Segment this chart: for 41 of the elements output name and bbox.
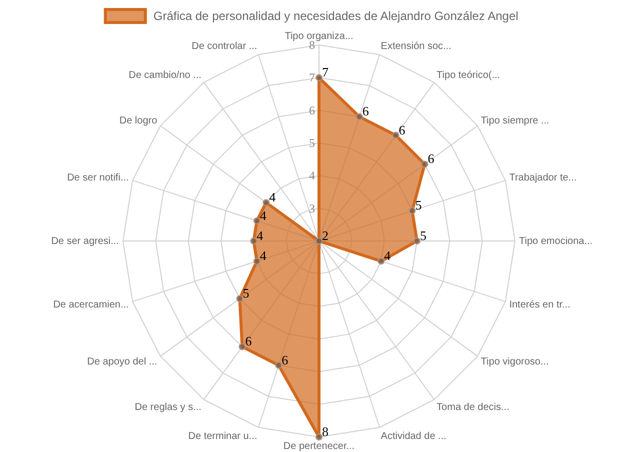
data-label: 8 bbox=[322, 424, 328, 439]
spoke-label: De acercamien... bbox=[53, 298, 129, 310]
spoke-label: Tipo emociona... bbox=[519, 236, 593, 246]
data-label: 5 bbox=[420, 228, 426, 243]
spoke-label: De reglas y s... bbox=[134, 401, 202, 412]
spoke-label: De logro bbox=[119, 115, 158, 126]
spoke-label: De cambio/no ... bbox=[128, 70, 202, 81]
legend-label: Gráfica de personalidad y necesidades de Alejandro González Angel bbox=[153, 9, 518, 23]
data-label: 6 bbox=[362, 104, 370, 119]
y-tick-label: 4 bbox=[309, 168, 315, 183]
spoke-label: De apoyo del ... bbox=[87, 356, 158, 367]
spoke-label: De ser agresi... bbox=[51, 236, 119, 246]
y-tick-label: 5 bbox=[309, 136, 315, 150]
spoke-label: Interés en tr... bbox=[509, 298, 570, 310]
spoke-label: Tipo teórico(... bbox=[436, 70, 500, 81]
spoke-label: Tipo siempre ... bbox=[480, 115, 550, 126]
spoke-label: De controlar ... bbox=[192, 40, 258, 52]
y-tick-label: 3 bbox=[309, 201, 315, 216]
data-label: 4 bbox=[260, 248, 267, 264]
data-label: 4 bbox=[260, 208, 267, 223]
spoke-label: Extensión soc... bbox=[380, 40, 452, 52]
spoke-label: De pertenecer... bbox=[283, 440, 355, 452]
spoke-label: De ser notifi... bbox=[67, 172, 129, 184]
y-tick-label: 7 bbox=[309, 70, 315, 85]
data-label: 5 bbox=[415, 198, 422, 213]
y-tick-label: 6 bbox=[309, 103, 315, 118]
data-label: 5 bbox=[242, 286, 250, 301]
spoke-label: Toma de decis... bbox=[436, 401, 510, 412]
spoke-label: Tipo vigoroso... bbox=[480, 356, 549, 367]
data-label: 6 bbox=[398, 122, 406, 138]
data-label: 4 bbox=[384, 248, 392, 264]
data-label: 7 bbox=[322, 64, 329, 80]
spoke-label: Trabajador te... bbox=[509, 172, 577, 184]
data-label: 4 bbox=[269, 190, 276, 205]
spoke-label: Actividad de ... bbox=[380, 430, 446, 442]
data-label: 6 bbox=[245, 334, 252, 349]
data-label: 6 bbox=[282, 352, 289, 368]
data-label: 4 bbox=[256, 228, 264, 243]
spoke-label: De terminar u... bbox=[188, 430, 258, 442]
data-label: 6 bbox=[428, 151, 435, 166]
data-label: 2 bbox=[322, 228, 328, 243]
